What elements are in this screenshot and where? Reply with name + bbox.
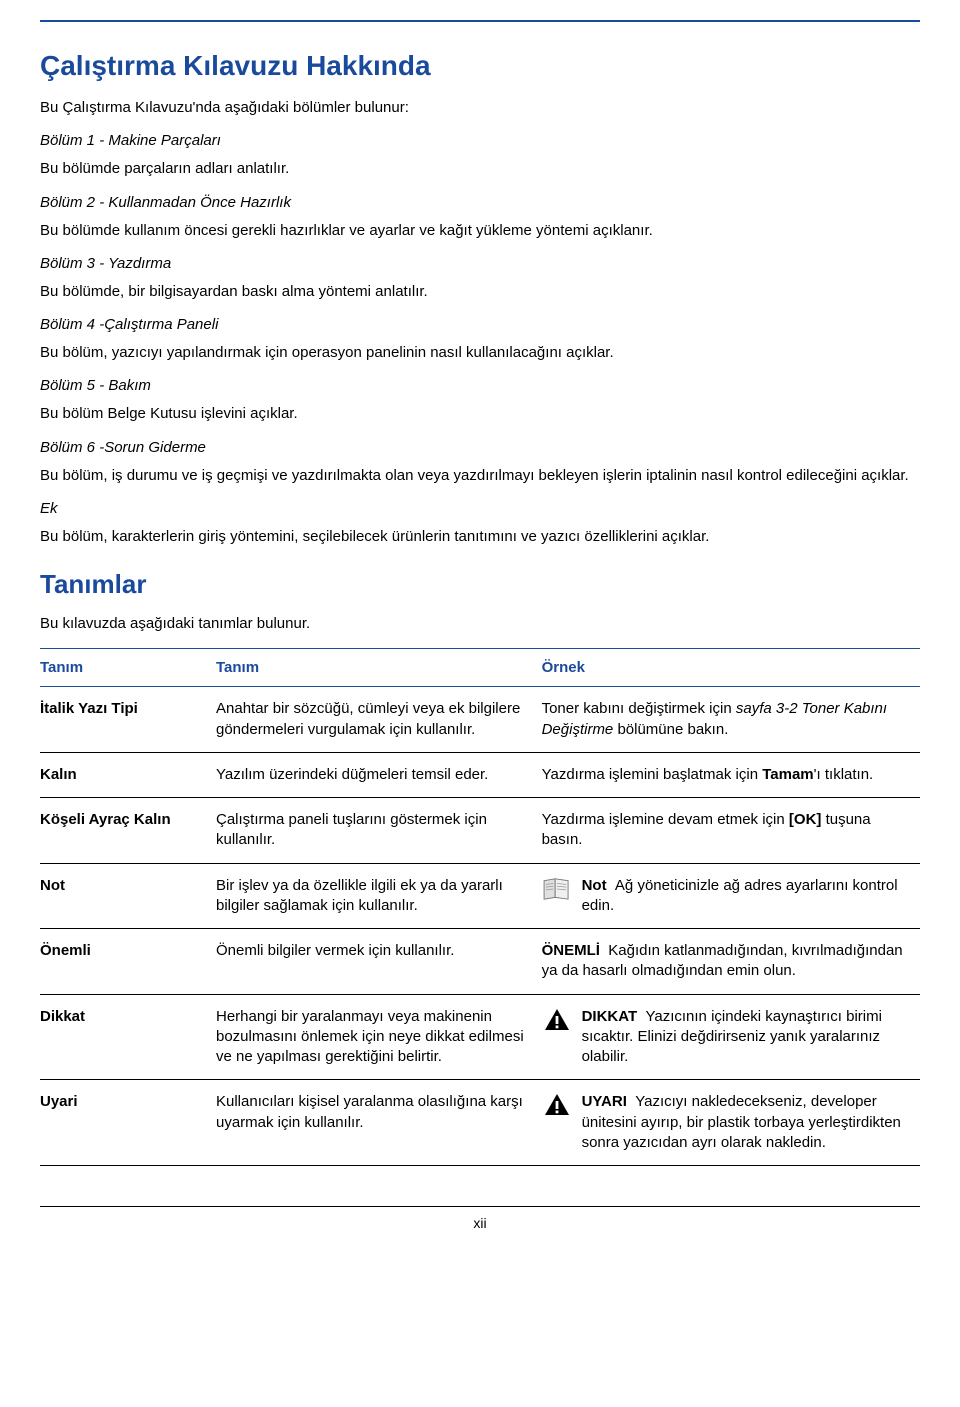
definition-name: Önemli	[40, 929, 216, 995]
top-rule	[40, 20, 920, 22]
table-row: DikkatHerhangi bir yaralanmayı veya maki…	[40, 994, 920, 1080]
chapter-heading: Bölüm 5 - Bakım	[40, 377, 920, 394]
definition-example: Not Ağ yöneticinizle ağ adres ayarlarını…	[542, 863, 920, 929]
table-row: Köşeli Ayraç KalınÇalıştırma paneli tuşl…	[40, 798, 920, 864]
definition-desc: Herhangi bir yaralanmayı veya makinenin …	[216, 994, 542, 1080]
table-row: UyariKullanıcıları kişisel yaralanma ola…	[40, 1080, 920, 1166]
definition-example: Yazdırma işlemine devam etmek için [OK] …	[542, 798, 920, 864]
chapter-body: Bu bölüm Belge Kutusu işlevini açıklar.	[40, 404, 920, 424]
definition-name: Uyari	[40, 1080, 216, 1166]
definition-desc: Bir işlev ya da özellikle ilgili ek ya d…	[216, 863, 542, 929]
definition-example: DIKKAT Yazıcının içindeki kaynaştırıcı b…	[542, 994, 920, 1080]
chapter-body: Bu bölüm, karakterlerin giriş yöntemini,…	[40, 527, 920, 547]
chapter-heading: Bölüm 2 - Kullanmadan Önce Hazırlık	[40, 194, 920, 211]
definition-name: Kalın	[40, 752, 216, 797]
example-text: UYARI Yazıcıyı nakledecekseniz, develope…	[582, 1092, 908, 1153]
chapters-list: Bölüm 1 - Makine Parçaları Bu bölümde par…	[40, 132, 920, 547]
chapter-body: Bu bölümde, bir bilgisayardan baskı alma…	[40, 282, 920, 302]
definition-name: Not	[40, 863, 216, 929]
chapter-body: Bu bölüm, iş durumu ve iş geçmişi ve yaz…	[40, 466, 920, 486]
chapter-heading: Bölüm 1 - Makine Parçaları	[40, 132, 920, 149]
definition-desc: Çalıştırma paneli tuşlarını göstermek iç…	[216, 798, 542, 864]
definition-example: UYARI Yazıcıyı nakledecekseniz, develope…	[542, 1080, 920, 1166]
section1-intro: Bu Çalıştırma Kılavuzu'nda aşağıdaki böl…	[40, 98, 920, 118]
definition-desc: Önemli bilgiler vermek için kullanılır.	[216, 929, 542, 995]
chapter-heading: Bölüm 4 -Çalıştırma Paneli	[40, 316, 920, 333]
note-icon	[542, 877, 572, 901]
table-row: NotBir işlev ya da özellikle ilgili ek y…	[40, 863, 920, 929]
page-number: xii	[40, 1206, 920, 1231]
definition-desc: Yazılım üzerindeki düğmeleri temsil eder…	[216, 752, 542, 797]
th-name: Tanım	[40, 649, 216, 687]
section2-title: Tanımlar	[40, 569, 920, 600]
definition-desc: Anahtar bir sözcüğü, cümleyi veya ek bil…	[216, 687, 542, 753]
chapter-heading: Bölüm 3 - Yazdırma	[40, 255, 920, 272]
th-desc: Tanım	[216, 649, 542, 687]
definition-name: İtalik Yazı Tipi	[40, 687, 216, 753]
section2-intro: Bu kılavuzda aşağıdaki tanımlar bulunur.	[40, 614, 920, 634]
definitions-table: Tanım Tanım Örnek İtalik Yazı TipiAnahta…	[40, 648, 920, 1166]
table-header-row: Tanım Tanım Örnek	[40, 649, 920, 687]
warning-icon	[544, 1093, 570, 1117]
warning-icon-box	[542, 1092, 572, 1118]
definition-desc: Kullanıcıları kişisel yaralanma olasılığ…	[216, 1080, 542, 1166]
chapter-heading: Ek	[40, 500, 920, 517]
chapter-heading: Bölüm 6 -Sorun Giderme	[40, 439, 920, 456]
example-text: DIKKAT Yazıcının içindeki kaynaştırıcı b…	[582, 1007, 908, 1068]
chapter-body: Bu bölümde parçaların adları anlatılır.	[40, 159, 920, 179]
definition-name: Dikkat	[40, 994, 216, 1080]
definition-name: Köşeli Ayraç Kalın	[40, 798, 216, 864]
definition-example: Yazdırma işlemini başlatmak için Tamam'ı…	[542, 752, 920, 797]
table-row: ÖnemliÖnemli bilgiler vermek için kullan…	[40, 929, 920, 995]
table-row: İtalik Yazı TipiAnahtar bir sözcüğü, cüm…	[40, 687, 920, 753]
section1-title: Çalıştırma Kılavuzu Hakkında	[40, 50, 920, 82]
definition-example: ÖNEMLİ Kağıdın katlanmadığından, kıvrılm…	[542, 929, 920, 995]
warning-icon	[544, 1008, 570, 1032]
note-icon-box	[542, 876, 572, 902]
table-row: KalınYazılım üzerindeki düğmeleri temsil…	[40, 752, 920, 797]
warning-icon-box	[542, 1007, 572, 1033]
chapter-body: Bu bölüm, yazıcıyı yapılandırmak için op…	[40, 343, 920, 363]
chapter-body: Bu bölümde kullanım öncesi gerekli hazır…	[40, 221, 920, 241]
definition-example: Toner kabını değiştirmek için sayfa 3-2 …	[542, 687, 920, 753]
example-text: Not Ağ yöneticinizle ağ adres ayarlarını…	[582, 876, 908, 917]
th-example: Örnek	[542, 649, 920, 687]
